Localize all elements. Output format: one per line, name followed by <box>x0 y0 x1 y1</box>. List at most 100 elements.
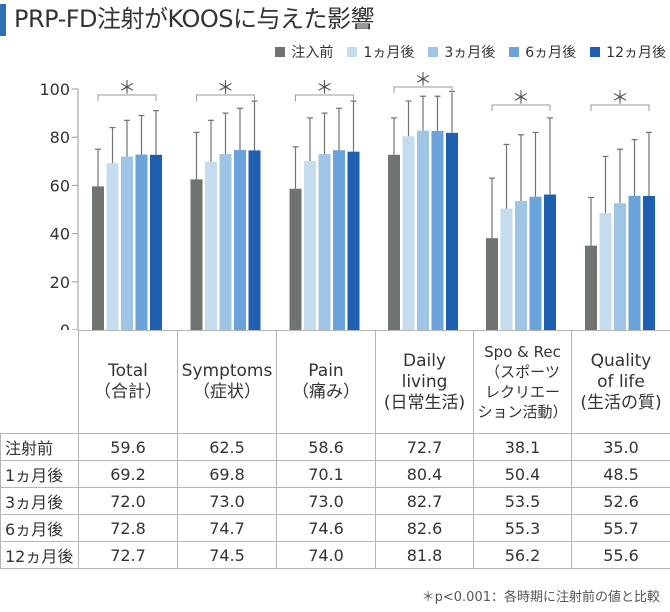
legend-label: 1ヵ月後 <box>363 45 415 61</box>
table-cell: 48.5 <box>571 460 670 488</box>
table-row: 12ヵ月後 72.7 74.5 74.0 81.8 56.2 55.6 <box>0 541 670 569</box>
table-cell: 53.5 <box>473 487 572 515</box>
title-accent-bar <box>0 4 6 36</box>
legend-label: 12ヵ月後 <box>606 45 666 61</box>
significance-bracket <box>295 94 354 101</box>
row-label: 6ヵ月後 <box>0 514 79 542</box>
category-label-line: of life <box>597 371 645 392</box>
bar <box>190 179 203 330</box>
table-cell: 59.6 <box>78 433 178 461</box>
significance-bracket <box>491 104 551 111</box>
category-label-line: レクリエー <box>484 383 560 401</box>
table-row: 6ヵ月後 72.8 74.7 74.6 82.6 55.3 55.7 <box>0 514 670 542</box>
bar <box>500 208 513 330</box>
significance-bracket <box>590 104 650 111</box>
table-cell: 74.7 <box>177 514 277 542</box>
table-cell: 52.6 <box>571 487 670 515</box>
table-header-row: Total （合計） Symptoms （症状） Pain （痛み） Daily living… <box>0 330 670 434</box>
bar <box>515 201 527 330</box>
y-tick-label: 80 <box>50 128 70 147</box>
table-row: 注射前 59.6 62.5 58.6 72.7 38.1 35.0 <box>0 433 670 461</box>
category-label-line: （症状） <box>193 382 261 402</box>
legend: 注入前 1ヵ月後 3ヵ月後 6ヵ月後 12ヵ月後 <box>275 42 666 62</box>
legend-label: 注入前 <box>291 45 334 61</box>
y-tick-label: 100 <box>39 80 70 99</box>
legend-label: 3ヵ月後 <box>444 45 496 61</box>
bar <box>135 154 148 330</box>
table-cell: 69.8 <box>177 460 277 488</box>
table-cell: 74.5 <box>177 541 277 569</box>
bar <box>289 188 302 330</box>
significance-marker: ＊ <box>217 78 235 99</box>
legend-swatch <box>275 47 286 57</box>
table-cell: 56.2 <box>473 541 572 569</box>
category-label: Quality of life (生活の質) <box>571 330 670 434</box>
bar <box>219 154 232 330</box>
legend-item: 1ヵ月後 <box>347 42 414 62</box>
bar <box>628 195 641 330</box>
significance-marker: ＊ <box>414 70 432 91</box>
bar <box>486 238 498 330</box>
table-cell: 35.0 <box>571 433 670 461</box>
table-cell: 55.7 <box>571 514 670 542</box>
table-cell: 80.4 <box>375 460 474 488</box>
y-tick-label: 60 <box>50 176 70 195</box>
significance-bracket <box>393 86 453 93</box>
table-cell: 70.1 <box>276 460 376 488</box>
legend-swatch <box>509 47 520 57</box>
significance-marker: ＊ <box>512 88 530 109</box>
bar <box>333 150 345 330</box>
legend-swatch <box>347 47 358 57</box>
bar <box>106 163 119 330</box>
table-cell: 50.4 <box>473 460 572 488</box>
significance-marker: ＊ <box>316 78 334 99</box>
bar <box>150 154 162 330</box>
bar <box>318 154 331 330</box>
category-label: Spo & Rec （スポーツ レクリエー ション活動） <box>473 330 572 434</box>
table-cell: 74.0 <box>276 541 376 569</box>
table-cell: 72.7 <box>375 433 474 461</box>
bar <box>599 213 612 330</box>
table-cell: 82.6 <box>375 514 474 542</box>
bar <box>529 196 542 330</box>
bar <box>121 156 133 330</box>
bar <box>92 186 104 330</box>
y-tick-label: 40 <box>50 225 70 244</box>
bar <box>205 161 217 330</box>
bar <box>643 196 655 330</box>
category-label-line: （痛み） <box>292 382 360 402</box>
table-cell: 55.3 <box>473 514 572 542</box>
table-cell: 72.7 <box>78 541 178 569</box>
bar <box>347 151 360 330</box>
legend-item: 6ヵ月後 <box>509 42 576 62</box>
table-corner-cell <box>0 330 79 434</box>
y-tick-label: 20 <box>50 273 70 292</box>
bar <box>402 136 415 330</box>
table-cell: 73.0 <box>276 487 376 515</box>
category-label-line: Total <box>108 361 148 381</box>
footnote: ＊p<0.001：各時期に注射前の値と比較 <box>421 590 660 605</box>
table-cell: 74.6 <box>276 514 376 542</box>
bar <box>388 154 400 330</box>
category-label-line: ション活動） <box>477 403 568 421</box>
significance-marker: ＊ <box>118 78 136 99</box>
legend-swatch <box>428 47 439 57</box>
row-label: 1ヵ月後 <box>0 460 79 488</box>
table-cell: 73.0 <box>177 487 277 515</box>
category-label: Total （合計） <box>78 330 178 434</box>
category-label-line: Symptoms <box>181 361 273 381</box>
category-label: Symptoms （症状） <box>177 330 277 434</box>
y-tick-label: 0 <box>60 321 70 330</box>
significance-marker: ＊ <box>611 88 629 109</box>
legend-swatch <box>590 47 601 57</box>
row-label: 12ヵ月後 <box>0 541 79 569</box>
category-label-line: （合計） <box>94 382 162 402</box>
bar <box>234 149 246 330</box>
category-label-line: Quality <box>590 350 652 371</box>
significance-bracket <box>97 94 157 101</box>
legend-item: 3ヵ月後 <box>428 42 495 62</box>
legend-label: 6ヵ月後 <box>525 45 577 61</box>
category-label-line: (日常生活) <box>383 392 466 413</box>
table-cell: 72.8 <box>78 514 178 542</box>
category-label-line: Spo & Rec <box>484 343 561 361</box>
